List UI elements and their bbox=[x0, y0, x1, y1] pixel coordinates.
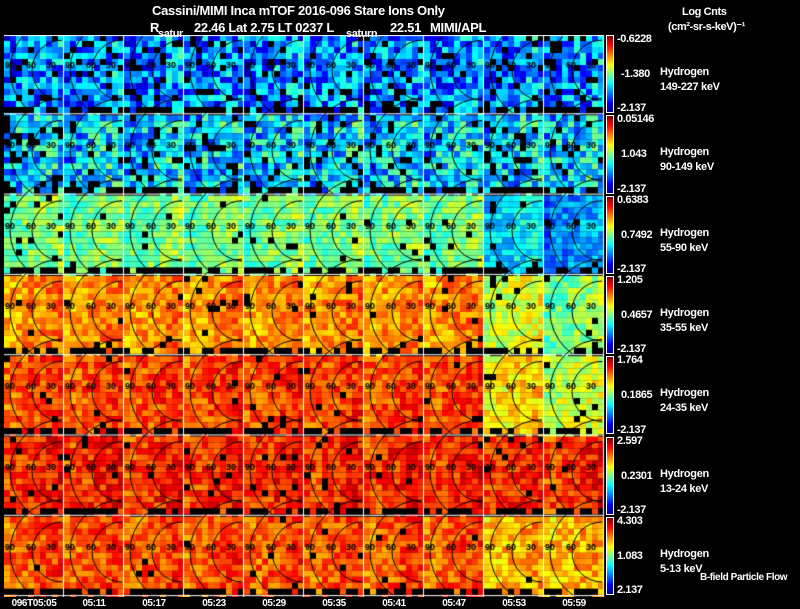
colorbar bbox=[606, 275, 614, 355]
colorbar-max: 0.05146 bbox=[617, 113, 654, 126]
colorbar-max: 2.597 bbox=[617, 434, 643, 447]
colorbar-min: -2.137 bbox=[617, 102, 646, 115]
orbit-info: 22.46 Lat 2.75 LT 0237 L bbox=[194, 20, 334, 35]
colorbar bbox=[606, 35, 614, 114]
energy-range-label: 55-90 keV bbox=[660, 241, 709, 254]
units-title: Log Cnts bbox=[682, 6, 727, 18]
plot-title: Cassini/MIMI Inca mTOF 2016-096 Stare Io… bbox=[152, 3, 445, 18]
energy-range-label: 24-35 keV bbox=[660, 402, 709, 415]
orbit-r-label: R bbox=[150, 20, 160, 35]
org-label: MIMI/APL bbox=[430, 20, 487, 35]
species-label: Hydrogen bbox=[660, 387, 709, 400]
colorbar-mid: 1.083 bbox=[617, 549, 643, 562]
colorbar bbox=[606, 436, 614, 515]
time-label: 05:53 bbox=[502, 598, 526, 609]
colorbar-min: -2.137 bbox=[617, 182, 646, 195]
overlay-label-saturn: saturn bbox=[346, 28, 378, 40]
colorbar-min: -2.137 bbox=[617, 343, 646, 356]
colorbar bbox=[606, 195, 614, 274]
energy-range-label: 13-24 keV bbox=[660, 482, 709, 495]
time-label: 05:29 bbox=[262, 598, 286, 609]
energy-range-label: 35-55 keV bbox=[660, 321, 709, 334]
time-label: 05:17 bbox=[142, 598, 166, 609]
overlay-label-satur: satur bbox=[158, 28, 183, 40]
time-label: 05:11 bbox=[82, 598, 106, 609]
colorbar bbox=[606, 356, 614, 435]
colorbar-min: -2.137 bbox=[617, 262, 646, 275]
colorbar-mid: -1.380 bbox=[621, 68, 650, 80]
orbit-l-value: 22.51 bbox=[390, 20, 422, 35]
species-label: Hydrogen bbox=[660, 226, 709, 239]
time-label: 05:59 bbox=[562, 598, 586, 609]
colorbar-mid: 0.1865 bbox=[621, 389, 653, 402]
energy-range-label: 149-227 keV bbox=[660, 81, 720, 93]
energy-range-label: 90-149 keV bbox=[660, 161, 714, 174]
colorbar-max: 0.6383 bbox=[617, 193, 649, 206]
time-label: 05:35 bbox=[322, 598, 346, 609]
time-label: 05:23 bbox=[202, 598, 226, 609]
colorbar-max: 1.205 bbox=[617, 273, 643, 286]
colorbar-min: 2.137 bbox=[617, 584, 643, 597]
colorbar-mid: 1.043 bbox=[621, 148, 647, 161]
species-label: Hydrogen bbox=[660, 146, 709, 159]
colorbar-max: 4.303 bbox=[617, 514, 643, 527]
colorbar-mid: 0.7492 bbox=[621, 228, 653, 241]
units-label: (cm²-sr-s-keV)⁻¹ bbox=[668, 21, 746, 33]
footer-note: B-field Particle Flow bbox=[700, 572, 788, 583]
colorbar bbox=[606, 115, 614, 194]
energy-range-label: 5-13 keV bbox=[660, 562, 703, 575]
colorbar-mid: 0.2301 bbox=[621, 469, 653, 482]
energetic-neutral-atom-image-grid bbox=[4, 35, 606, 597]
colorbar bbox=[606, 516, 614, 596]
time-label: 05:47 bbox=[442, 598, 466, 609]
species-label: Hydrogen bbox=[660, 547, 709, 560]
colorbar-max: -0.6228 bbox=[617, 33, 652, 45]
colorbar-mid: 0.4657 bbox=[621, 308, 653, 321]
species-label: Hydrogen bbox=[660, 467, 709, 480]
colorbar-max: 1.764 bbox=[617, 354, 643, 367]
time-label: 05:41 bbox=[382, 598, 406, 609]
species-label: Hydrogen bbox=[660, 66, 709, 78]
time-label: 096T05:05 bbox=[11, 598, 57, 609]
species-label: Hydrogen bbox=[660, 306, 709, 319]
colorbar-min: -2.137 bbox=[617, 503, 646, 516]
colorbar-min: -2.137 bbox=[617, 423, 646, 436]
